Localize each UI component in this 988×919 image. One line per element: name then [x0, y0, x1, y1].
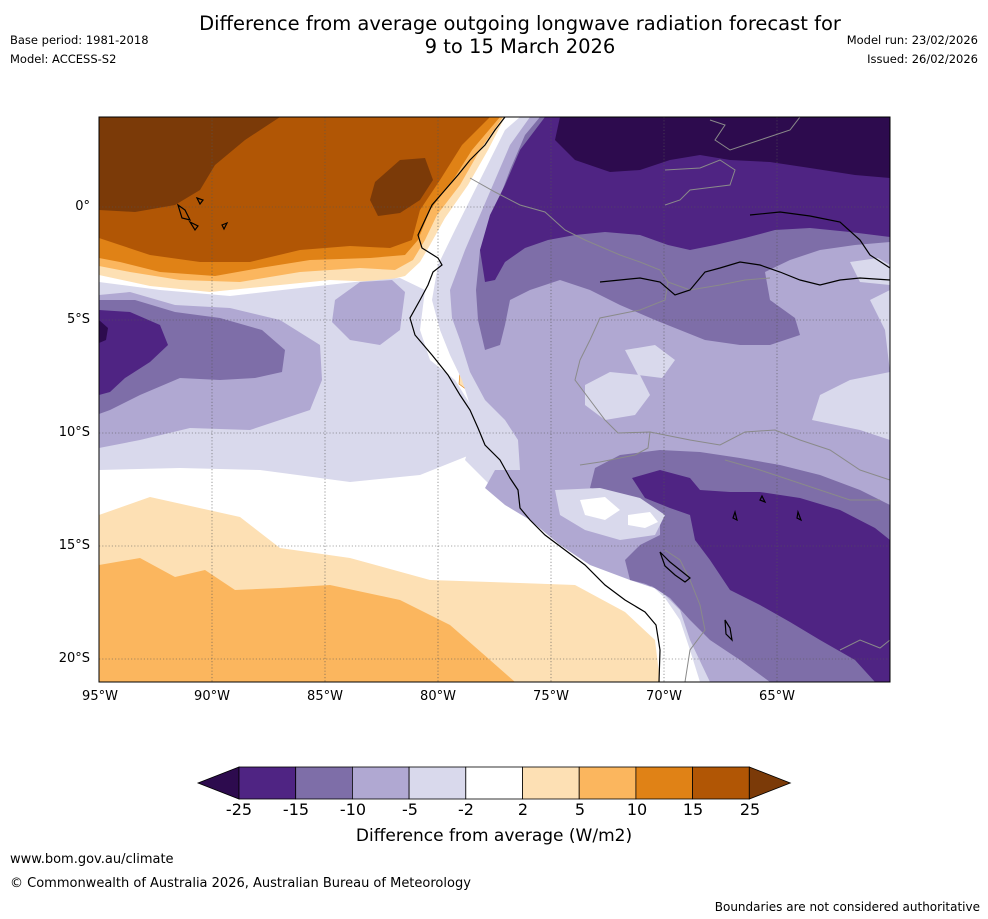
colorbar-tick: -5	[402, 800, 418, 819]
band-neg-pocket-2	[625, 345, 675, 378]
colorbar-tick: -25	[225, 800, 253, 819]
colorbar-swatch	[408, 766, 467, 800]
colorbar-label: Difference from average (W/m2)	[355, 826, 633, 846]
band-pos-25-north-blob	[370, 158, 433, 216]
colorbar	[196, 766, 792, 800]
band-neg-5-10-west-blob	[332, 280, 405, 345]
lat-label-20s: 20°S	[58, 651, 90, 666]
model-run-text: Model run: 23/02/2026	[846, 33, 978, 47]
colorbar-tick: -10	[339, 800, 367, 819]
country-boundaries	[469, 117, 890, 682]
colorbar-tick: 10	[626, 800, 648, 819]
colorbar-tick: -2	[458, 800, 474, 819]
disclaimer-text: Boundaries are not considered authoritat…	[714, 900, 980, 914]
lon-label-75w: 75°W	[533, 689, 569, 704]
title-line-1: Difference from average outgoing longwav…	[199, 12, 841, 35]
band-neg-15-25-east-south	[632, 470, 890, 682]
band-neg-15-25-east-south-tip	[632, 550, 700, 588]
colorbar-tick: 15	[682, 800, 704, 819]
lon-label-95w: 95°W	[82, 689, 118, 704]
lon-label-65w: 65°W	[759, 689, 795, 704]
band-neg-25-east	[555, 117, 890, 178]
map-frame	[98, 116, 891, 683]
lat-label-5s: 5°S	[66, 312, 90, 327]
chart-title: Difference from average outgoing longwav…	[0, 12, 988, 58]
issued-text: Issued: 26/02/2026	[867, 52, 978, 66]
lat-label-15s: 15°S	[58, 538, 90, 553]
lon-label-70w: 70°W	[646, 689, 682, 704]
colorbar-swatch	[238, 766, 297, 800]
lat-label-10s: 10°S	[58, 425, 90, 440]
band-pos-25-north	[99, 117, 280, 212]
colorbar-tick: 5	[574, 800, 586, 819]
colorbar-tick: -15	[282, 800, 310, 819]
colorbar-extend-high	[748, 766, 792, 800]
lon-label-90w: 90°W	[194, 689, 230, 704]
band-neg-pocket-1	[585, 372, 650, 420]
lon-label-85w: 85°W	[307, 689, 343, 704]
graticule	[99, 117, 890, 682]
anomaly-field	[99, 117, 890, 682]
colorbar-swatch	[465, 766, 523, 800]
model-text: Model: ACCESS-S2	[10, 52, 117, 66]
website-link[interactable]: www.bom.gov.au/climate	[10, 852, 174, 867]
coastlines	[176, 117, 890, 682]
lon-label-80w: 80°W	[420, 689, 456, 704]
band-neg-15-25-west	[99, 310, 168, 395]
band-neg-25-west	[99, 320, 108, 343]
base-period-text: Base period: 1981-2018	[10, 33, 149, 47]
colorbar-tick: 25	[739, 800, 761, 819]
colorbar-swatch	[578, 766, 637, 800]
colorbar-tick: 2	[517, 800, 529, 819]
colorbar-swatch	[692, 766, 750, 800]
lat-label-0: 0°	[75, 199, 90, 214]
band-pos-5-10-south	[99, 558, 515, 682]
band-neg-pocket-5	[628, 512, 658, 528]
colorbar-swatch	[351, 766, 410, 800]
colorbar-extend-low	[196, 766, 240, 800]
colorbar-swatch	[522, 766, 580, 800]
title-line-2: 9 to 15 March 2026	[424, 35, 616, 58]
copyright-text: © Commonwealth of Australia 2026, Austra…	[10, 876, 471, 891]
colorbar-swatch	[295, 766, 353, 800]
colorbar-swatch	[635, 766, 694, 800]
band-neg-pocket-4	[580, 497, 620, 520]
